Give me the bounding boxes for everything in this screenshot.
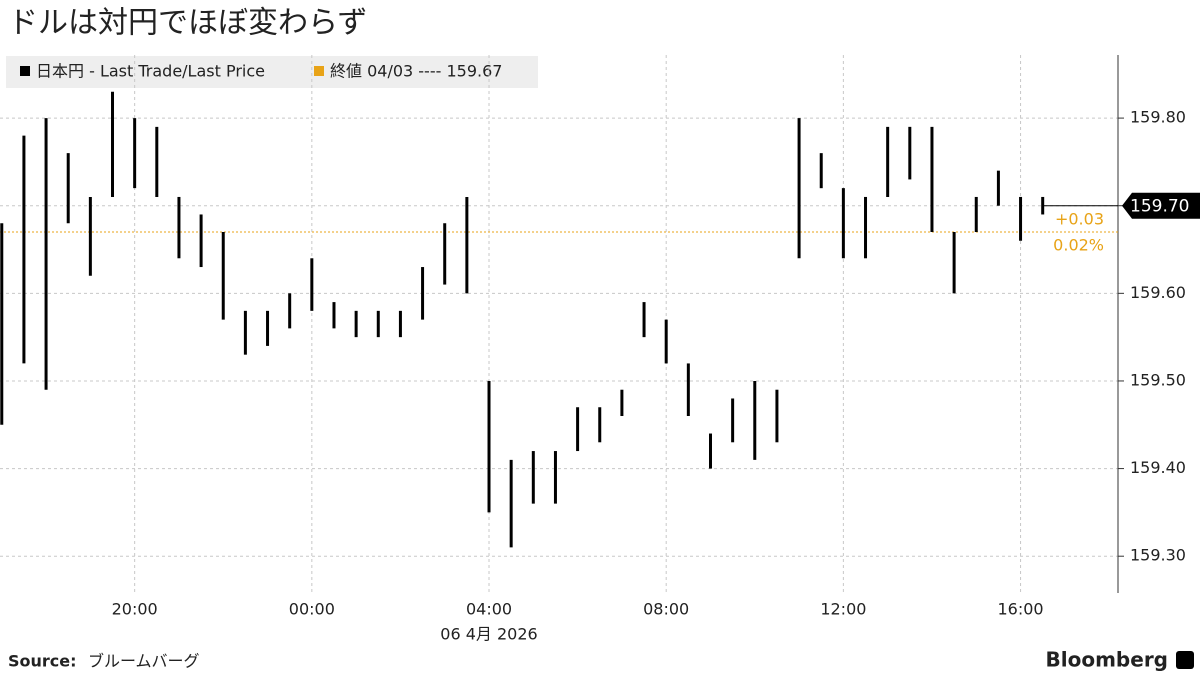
source-label: Source: xyxy=(8,652,77,671)
legend-entry: 日本円 - Last Trade/Last Price xyxy=(36,62,265,81)
source-name: ブルームバーグ xyxy=(88,652,200,671)
change-label: 0.02% xyxy=(1053,235,1104,254)
brand-icon xyxy=(1176,651,1194,669)
chart-title: ドルは対円でほぼ変わらず xyxy=(8,6,367,41)
x-tick-label: 00:00 xyxy=(289,600,335,619)
x-tick-label: 20:00 xyxy=(112,600,158,619)
change-label: +0.03 xyxy=(1055,209,1104,228)
last-label: 159.70 xyxy=(1130,197,1189,217)
last-tag xyxy=(1122,192,1200,219)
y-tick-label: 159.30 xyxy=(1130,546,1186,565)
legend-entry: 終値 04/03 ---- 159.67 xyxy=(330,62,502,81)
y-tick-label: 159.40 xyxy=(1130,458,1186,477)
x-tick-label: 12:00 xyxy=(820,600,866,619)
legend-swatch xyxy=(20,66,30,76)
y-tick-label: 159.60 xyxy=(1130,283,1186,302)
legend-swatch xyxy=(314,66,324,76)
legend-box xyxy=(6,56,538,88)
x-tick-label: 16:00 xyxy=(997,600,1043,619)
x-tick-label: 08:00 xyxy=(643,600,689,619)
y-tick-label: 159.80 xyxy=(1130,108,1186,127)
date-label: 06 4月 2026 xyxy=(440,625,537,644)
x-tick-label: 04:00 xyxy=(466,600,512,619)
y-tick-label: 159.50 xyxy=(1130,370,1186,389)
brand: Bloomberg xyxy=(1046,648,1168,672)
